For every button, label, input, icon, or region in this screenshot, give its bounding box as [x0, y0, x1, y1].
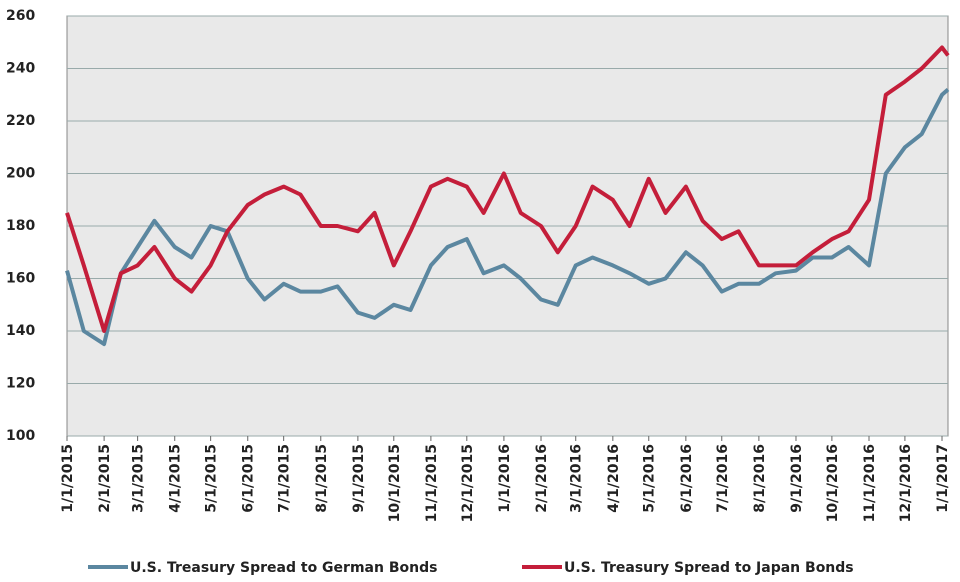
y-tick-label: 140 [6, 323, 35, 339]
y-tick-label: 180 [6, 218, 35, 234]
x-tick-label: 2/1/2015 [97, 444, 113, 513]
x-tick-label: 12/1/2015 [460, 444, 476, 522]
series-line [65, 45, 950, 333]
x-tick-label: 8/1/2015 [314, 444, 330, 513]
x-tick-label: 7/1/2016 [715, 444, 731, 513]
x-tick-label: 11/1/2015 [424, 444, 440, 522]
x-tick-label: 1/1/2015 [60, 444, 76, 513]
x-tick-label: 5/1/2015 [204, 444, 220, 513]
y-tick-label: 260 [6, 8, 35, 24]
x-tick-label: 5/1/2016 [642, 444, 658, 513]
x-tick-label: 2/1/2016 [534, 444, 550, 513]
y-tick-label: 200 [6, 166, 35, 182]
x-tick-label: 6/1/2015 [241, 444, 257, 513]
y-tick-label: 120 [6, 376, 35, 392]
legend-label: U.S. Treasury Spread to Japan Bonds [564, 560, 854, 576]
y-tick-label: 240 [6, 61, 35, 77]
x-tick-label: 1/1/2016 [497, 444, 513, 513]
x-tick-label: 9/1/2016 [789, 444, 805, 513]
x-tick-label: 1/1/2017 [935, 444, 951, 513]
x-tick-label: 3/1/2016 [569, 444, 585, 513]
x-tick-label: 4/1/2016 [606, 444, 622, 513]
legend-label: U.S. Treasury Spread to German Bonds [130, 560, 437, 576]
y-tick-label: 100 [6, 428, 35, 444]
x-tick-label: 8/1/2016 [752, 444, 768, 513]
series-line [65, 88, 950, 347]
x-tick-label: 3/1/2015 [131, 444, 147, 513]
x-tick-label: 7/1/2015 [277, 444, 293, 513]
x-tick-label: 4/1/2015 [168, 444, 184, 513]
y-tick-label: 160 [6, 271, 35, 287]
x-tick-label: 11/1/2016 [862, 444, 878, 522]
x-tick-label: 6/1/2016 [679, 444, 695, 513]
y-tick-label: 220 [6, 113, 35, 129]
x-tick-label: 10/1/2016 [825, 444, 841, 522]
x-tick-label: 9/1/2015 [351, 444, 367, 513]
x-tick-label: 10/1/2015 [387, 444, 403, 522]
x-tick-label: 12/1/2016 [898, 444, 914, 522]
